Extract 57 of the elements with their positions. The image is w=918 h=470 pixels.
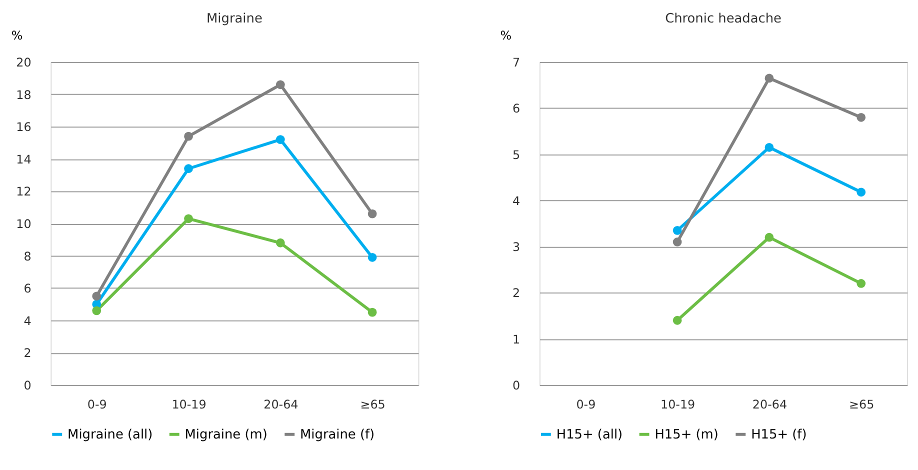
point bbox=[672, 226, 682, 235]
point bbox=[368, 308, 377, 317]
y-tick-label: 1 bbox=[512, 332, 520, 346]
y-tick-label: 5 bbox=[512, 148, 520, 162]
point bbox=[276, 80, 285, 90]
y-tick-label: 6 bbox=[24, 282, 32, 296]
point bbox=[764, 74, 774, 83]
point bbox=[92, 306, 102, 316]
y-tick-label: 16 bbox=[16, 120, 32, 134]
point bbox=[856, 188, 866, 197]
y-tick-label: 7 bbox=[512, 56, 520, 70]
y-tick-label: 14 bbox=[16, 152, 32, 166]
point bbox=[368, 252, 377, 262]
point bbox=[184, 132, 193, 141]
point bbox=[672, 316, 682, 325]
y-tick-label: 2 bbox=[24, 346, 32, 360]
point bbox=[184, 164, 193, 174]
legend-label: H15+ (all) bbox=[556, 427, 623, 442]
point bbox=[672, 238, 682, 246]
x-tick-label: ≥65 bbox=[849, 397, 874, 412]
y-tick-label: 12 bbox=[16, 184, 32, 199]
y-tick-label: 0 bbox=[512, 378, 520, 392]
y-tick-label: 4 bbox=[512, 194, 520, 208]
x-tick-label: 20-64 bbox=[264, 397, 298, 412]
y-tick-label: 6 bbox=[512, 102, 520, 116]
y-tick-label: 18 bbox=[16, 88, 32, 102]
x-tick-label: 10-19 bbox=[660, 397, 696, 412]
x-tick-label: ≥65 bbox=[360, 397, 386, 412]
x-tick-label: 0-9 bbox=[576, 397, 596, 412]
y-tick-label: 10 bbox=[16, 216, 32, 231]
legend-label: Migraine (f) bbox=[300, 427, 375, 442]
y-axis-title: % bbox=[500, 28, 512, 43]
y-tick-label: 3 bbox=[512, 240, 520, 254]
point bbox=[856, 279, 866, 288]
point bbox=[184, 214, 193, 224]
legend-label: H15+ (m) bbox=[654, 427, 718, 442]
x-tick-label: 0-9 bbox=[87, 397, 107, 412]
point bbox=[764, 142, 774, 152]
y-axis-title: % bbox=[11, 28, 23, 43]
y-tick-label: 2 bbox=[512, 286, 520, 300]
chart-title: Migraine bbox=[206, 11, 262, 26]
point bbox=[856, 112, 866, 122]
y-tick-label: 8 bbox=[24, 249, 32, 264]
legend-label: H15+ (f) bbox=[751, 427, 807, 442]
x-tick-label: 10-19 bbox=[172, 397, 206, 412]
point bbox=[368, 209, 377, 218]
y-tick-label: 20 bbox=[16, 56, 32, 70]
y-tick-label: 0 bbox=[24, 378, 32, 392]
point bbox=[92, 292, 102, 301]
legend-label: Migraine (m) bbox=[184, 427, 268, 442]
y-tick-label: 4 bbox=[24, 314, 32, 328]
point bbox=[764, 232, 774, 242]
x-tick-label: 20-64 bbox=[752, 397, 788, 412]
point bbox=[276, 238, 285, 248]
point bbox=[276, 135, 285, 144]
legend-label: Migraine (all) bbox=[68, 427, 153, 442]
chart-title: Chronic headache bbox=[665, 11, 782, 26]
